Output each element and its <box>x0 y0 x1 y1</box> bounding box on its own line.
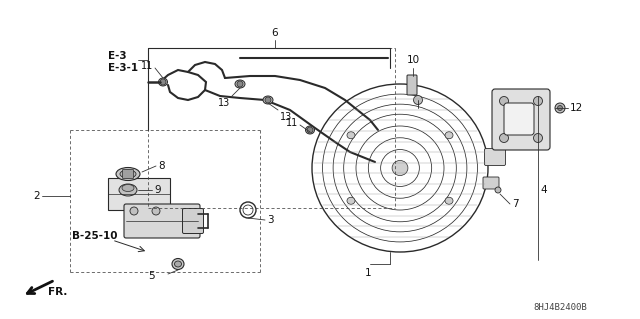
FancyBboxPatch shape <box>484 149 506 166</box>
Ellipse shape <box>122 184 134 191</box>
Text: E-3: E-3 <box>108 51 127 61</box>
FancyBboxPatch shape <box>407 75 417 95</box>
Text: 3: 3 <box>267 215 274 225</box>
Ellipse shape <box>116 167 140 181</box>
Text: 9: 9 <box>154 185 161 195</box>
Circle shape <box>237 81 243 87</box>
FancyBboxPatch shape <box>122 169 134 179</box>
Text: 8: 8 <box>158 161 164 171</box>
Ellipse shape <box>175 261 182 267</box>
Text: 2: 2 <box>33 191 40 201</box>
Text: 4: 4 <box>540 185 547 195</box>
Circle shape <box>152 207 160 215</box>
FancyBboxPatch shape <box>182 209 204 234</box>
Circle shape <box>555 103 565 113</box>
Text: FR.: FR. <box>48 287 67 297</box>
Text: 11: 11 <box>141 61 153 71</box>
Circle shape <box>499 97 509 106</box>
Text: 10: 10 <box>406 55 420 65</box>
Circle shape <box>499 133 509 143</box>
Circle shape <box>160 79 166 85</box>
FancyBboxPatch shape <box>492 89 550 150</box>
Circle shape <box>534 133 543 143</box>
Text: E-3-1: E-3-1 <box>108 63 138 73</box>
Ellipse shape <box>172 258 184 270</box>
Ellipse shape <box>235 80 245 88</box>
Circle shape <box>413 95 422 105</box>
Text: 6: 6 <box>272 28 278 38</box>
Ellipse shape <box>119 184 137 196</box>
Ellipse shape <box>305 126 314 134</box>
Text: 1: 1 <box>365 268 371 278</box>
Circle shape <box>557 106 563 110</box>
Ellipse shape <box>347 132 355 139</box>
Text: 11: 11 <box>285 118 298 128</box>
Text: 8HJ4B2400B: 8HJ4B2400B <box>533 303 587 313</box>
Circle shape <box>265 97 271 103</box>
FancyBboxPatch shape <box>124 204 200 238</box>
Text: 13: 13 <box>280 112 292 122</box>
Ellipse shape <box>263 96 273 104</box>
Text: 7: 7 <box>512 199 518 209</box>
Ellipse shape <box>120 170 136 178</box>
Circle shape <box>307 127 313 133</box>
Polygon shape <box>108 178 170 210</box>
Text: 5: 5 <box>148 271 155 281</box>
Ellipse shape <box>445 132 453 139</box>
Ellipse shape <box>392 160 408 175</box>
Ellipse shape <box>159 78 168 86</box>
Circle shape <box>534 97 543 106</box>
Ellipse shape <box>347 197 355 204</box>
Circle shape <box>495 187 501 193</box>
Text: B-25-10: B-25-10 <box>72 231 118 241</box>
Ellipse shape <box>445 197 453 204</box>
FancyBboxPatch shape <box>483 177 499 189</box>
FancyBboxPatch shape <box>504 103 534 135</box>
Text: 13: 13 <box>218 98 230 108</box>
Text: 12: 12 <box>570 103 583 113</box>
Circle shape <box>130 207 138 215</box>
